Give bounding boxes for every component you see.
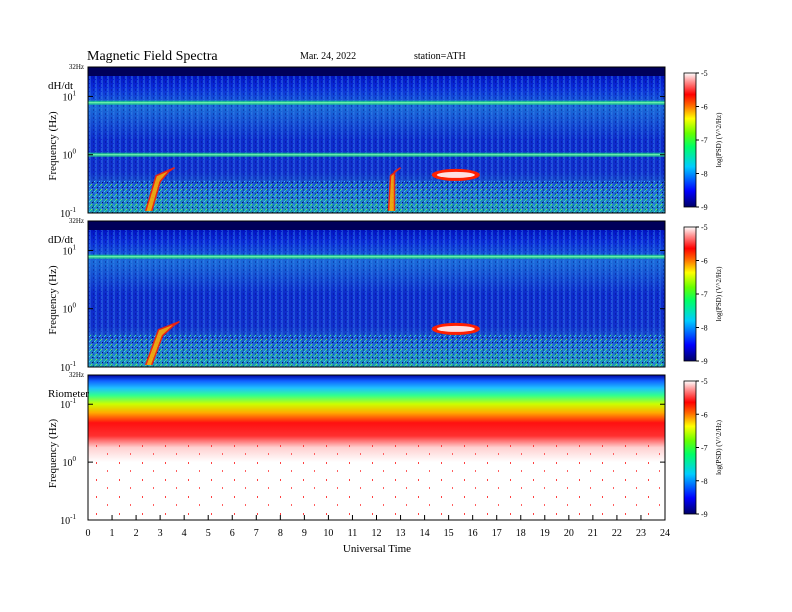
x-tick-label: 13 [396,528,406,539]
colorbar-tick-label: -8 [701,477,708,486]
top-band [88,221,665,230]
x-tick-label: 6 [230,528,235,539]
colorbar-tick-label: -7 [701,290,708,299]
colorbar-tick-label: -8 [701,324,708,333]
y-tick-label: 10-1 [60,513,76,527]
colorbar [684,381,696,514]
x-axis-label: Universal Time [343,543,411,555]
y-axis-label: Frequency (Hz) [47,111,59,181]
x-tick-label: 14 [420,528,430,539]
colorbar-tick-label: -6 [701,257,708,266]
x-tick-label: 19 [540,528,550,539]
colorbar [684,227,696,361]
x-tick-label: 1 [110,528,115,539]
panel-name: dD/dt [48,234,73,246]
low-frequency-noise [88,335,665,367]
y-tick-label: 100 [63,148,77,162]
x-tick-label: 11 [348,528,358,539]
top-frequency-label: 32Hz [69,371,84,379]
x-tick-label: 5 [206,528,211,539]
colorbar-label: log(PSD) (V^2/Hz) [715,112,723,167]
x-tick-label: 18 [516,528,526,539]
colorbar-tick-label: -5 [701,377,708,386]
colorbar-tick-label: -7 [701,136,708,145]
x-tick-label: 7 [254,528,259,539]
colorbar-tick-label: -8 [701,170,708,179]
top-band [88,67,665,76]
x-tick-label: 3 [158,528,163,539]
colorbar-tick-label: -9 [701,203,708,212]
colorbar [684,73,696,207]
y-tick-label: 101 [63,89,77,103]
colorbar-tick-label: -6 [701,103,708,112]
x-tick-label: 22 [612,528,622,539]
colorbar-tick-label: -7 [701,444,708,453]
spectrogram-speckle [88,440,665,520]
date-label: Mar. 24, 2022 [300,51,356,62]
x-tick-label: 4 [182,528,187,539]
x-tick-label: 0 [86,528,91,539]
x-tick-label: 17 [492,528,502,539]
panel-name: dH/dt [48,80,73,92]
figure-title: Magnetic Field Spectra [87,49,218,64]
signal-arc-core [437,326,475,332]
colorbar-tick-label: -5 [701,223,708,232]
y-tick-label: 100 [63,302,77,316]
x-tick-label: 9 [302,528,307,539]
station-label: station=ATH [414,51,466,62]
top-frequency-label: 32Hz [69,217,84,225]
x-tick-label: 8 [278,528,283,539]
colorbar-label: log(PSD) (V^2/Hz) [715,419,723,474]
y-tick-label: 10-1 [60,397,76,411]
y-axis-label: Frequency (Hz) [47,419,59,489]
low-frequency-noise [88,181,665,213]
x-tick-label: 24 [660,528,670,539]
colorbar-tick-label: -9 [701,357,708,366]
colorbar-label: log(PSD) (V^2/Hz) [715,266,723,321]
x-tick-label: 23 [636,528,646,539]
colorbar-tick-label: -6 [701,410,708,419]
y-tick-label: 101 [63,243,77,257]
x-tick-label: 10 [323,528,333,539]
y-tick-label: 100 [63,455,77,469]
x-tick-label: 20 [564,528,574,539]
x-tick-label: 21 [588,528,598,539]
panel-name: Riometer [48,388,89,400]
x-tick-label: 12 [372,528,382,539]
x-tick-label: 16 [468,528,478,539]
colorbar-tick-label: -5 [701,69,708,78]
top-frequency-label: 32Hz [69,63,84,71]
x-tick-label: 2 [134,528,139,539]
colorbar-tick-label: -9 [701,510,708,519]
x-tick-label: 15 [444,528,454,539]
y-axis-label: Frequency (Hz) [47,265,59,335]
signal-arc-core [437,172,475,178]
